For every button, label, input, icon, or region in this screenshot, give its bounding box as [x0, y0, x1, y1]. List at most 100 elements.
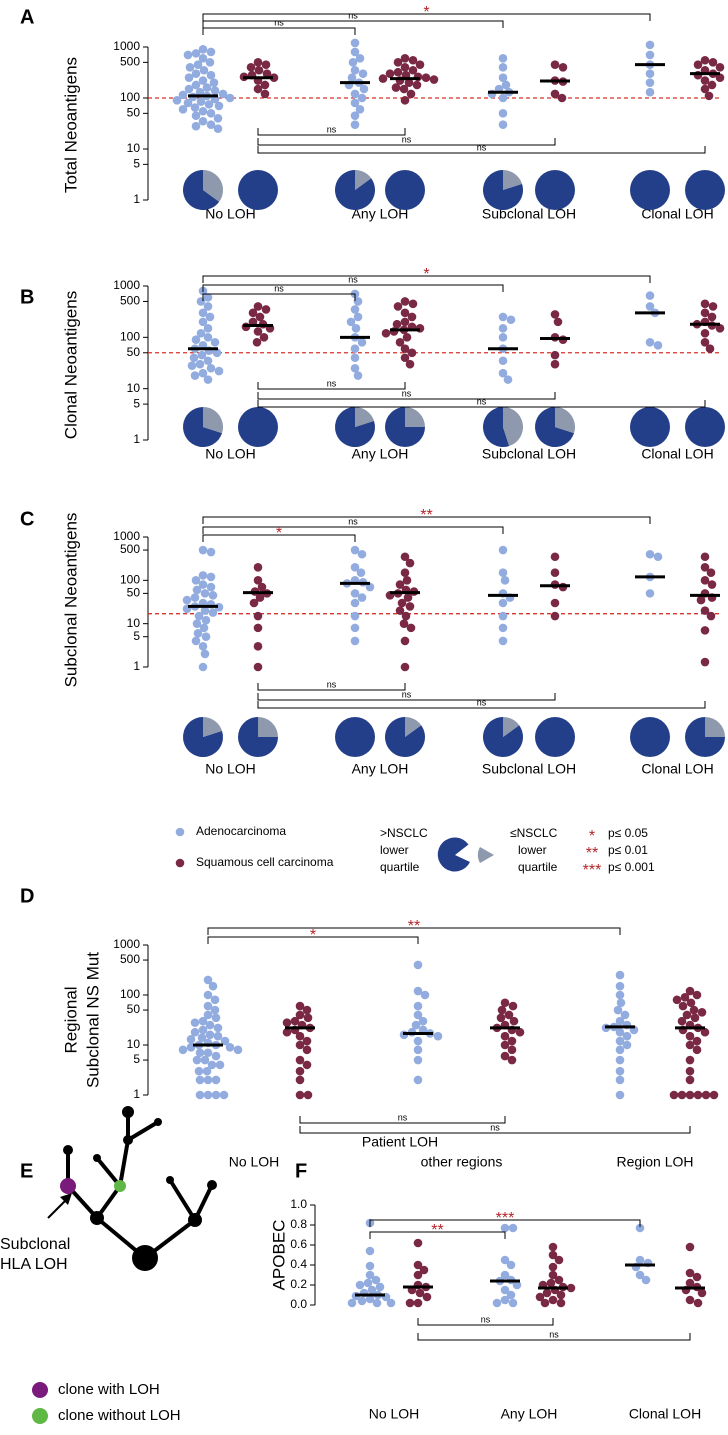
data-point [692, 990, 702, 1000]
data-point [707, 580, 717, 589]
data-point [194, 611, 204, 621]
data-point [365, 1261, 375, 1271]
y-tick-label: 1 [133, 432, 140, 446]
data-point [554, 1275, 564, 1285]
data-point [508, 1298, 518, 1308]
data-point [295, 1066, 305, 1076]
pie-slice [630, 407, 670, 447]
data-point [500, 998, 510, 1008]
data-point [498, 636, 508, 646]
x-tick-label: Clonal LOH [641, 446, 713, 462]
data-point [208, 608, 218, 617]
data-point [355, 54, 365, 63]
data-point [402, 333, 412, 342]
y-tick-label: 10 [127, 616, 141, 630]
data-point [645, 78, 655, 87]
data-point [395, 606, 405, 615]
data-point [422, 1292, 432, 1302]
data-point [707, 312, 717, 322]
x-tick-label: other regions [421, 1154, 503, 1170]
data-point [203, 1048, 213, 1058]
data-point [685, 1066, 695, 1076]
data-point [506, 315, 516, 325]
data-point [615, 1027, 625, 1037]
data-point [506, 1260, 516, 1270]
data-point [259, 333, 269, 342]
data-point [198, 317, 208, 327]
data-point [210, 995, 220, 1005]
data-point [400, 297, 410, 306]
data-point [546, 1278, 556, 1288]
data-point [700, 657, 710, 667]
data-point [700, 606, 710, 615]
data-point [401, 611, 411, 621]
data-point [413, 1001, 423, 1011]
data-point [615, 1036, 625, 1046]
data-point [183, 98, 193, 108]
data-point [205, 312, 215, 322]
data-point [192, 585, 202, 595]
data-point [208, 981, 218, 991]
data-point [407, 312, 417, 322]
data-point [685, 986, 695, 996]
data-point [408, 55, 418, 65]
data-point [253, 662, 263, 672]
data-point [700, 562, 710, 572]
data-point [415, 60, 425, 69]
data-point [206, 47, 216, 57]
pie-slice-rest [555, 407, 575, 434]
data-point [498, 368, 508, 378]
pie-slice [630, 170, 670, 210]
data-point [248, 308, 258, 318]
data-point [622, 1040, 632, 1050]
data-point [413, 1238, 423, 1248]
data-point [548, 1242, 558, 1252]
significance-bracket [202, 13, 651, 21]
significance-label: ns [549, 1329, 559, 1339]
data-point [653, 340, 663, 350]
legend-label: clone with LOH [58, 1381, 160, 1398]
significance-label: ns [348, 516, 358, 526]
data-point [350, 589, 360, 598]
data-point [200, 606, 210, 615]
data-point [566, 1283, 576, 1293]
data-point [371, 1275, 381, 1285]
significance-label: ns [327, 679, 337, 689]
data-point [715, 62, 725, 72]
data-point [556, 1290, 566, 1300]
data-point [393, 302, 403, 311]
data-point [685, 1090, 695, 1100]
data-point [355, 1280, 365, 1290]
data-point [700, 552, 710, 562]
data-point [196, 328, 206, 338]
data-point [680, 992, 690, 1002]
data-point [419, 1265, 429, 1275]
data-point [246, 62, 256, 72]
data-point [496, 1013, 506, 1023]
data-point [715, 73, 725, 83]
data-point [346, 317, 356, 327]
y-tick-label: 100 [120, 573, 140, 587]
data-point [692, 1272, 702, 1282]
data-point [303, 1013, 313, 1023]
data-point [196, 297, 206, 306]
tree-nodes [60, 1106, 217, 1271]
data-point [199, 623, 209, 633]
data-point [645, 291, 655, 300]
data-point [553, 317, 563, 327]
sig-symbol: * [589, 828, 595, 845]
data-point [689, 1005, 699, 1015]
x-tick-label: Subclonal LOH [482, 446, 576, 462]
legend-label: quartile [380, 860, 420, 874]
pie-slice-rest [203, 170, 224, 202]
significance-bracket [257, 683, 406, 691]
data-point [193, 628, 203, 638]
data-point [253, 562, 263, 572]
y-tick-label: 0.4 [290, 1257, 307, 1271]
data-point [645, 549, 655, 559]
pie-slice-rest [503, 170, 523, 190]
significance-bracket [257, 138, 556, 146]
significance-bracket [207, 927, 621, 935]
y-tick-label: 1 [133, 659, 140, 673]
